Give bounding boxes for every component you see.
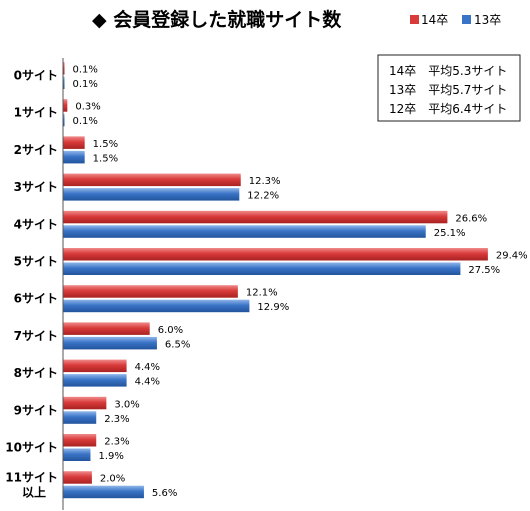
legend-swatch-13 [462,15,471,24]
bar-13-10 [63,448,91,461]
bar-13-3 [63,188,240,201]
value-label-14-9: 3.0% [114,399,139,410]
value-label-13-6: 12.9% [257,302,289,313]
average-note-line-3: 12卒 平均6.4サイト [389,102,507,116]
bar-13-6 [63,299,250,313]
bar-14-8 [63,359,127,373]
category-label-3: 3サイト [14,180,58,194]
value-label-14-0: 0.1% [73,65,98,76]
category-label-1: 1サイト [14,106,58,120]
value-label-13-0: 0.1% [73,79,98,90]
value-label-13-8: 4.4% [135,377,160,388]
value-label-13-7: 6.5% [165,339,190,350]
bar-13-5 [63,262,461,275]
bar-13-0 [63,76,65,89]
value-label-13-9: 2.3% [104,414,129,425]
bars: 0.1% 0.1% 0.3% 0.1% 1.5% 1.5% 12.3% 12.2% 26.6% 2… [63,62,528,499]
value-label-14-5: 29.4% [496,251,528,262]
value-label-14-7: 6.0% [158,325,183,336]
category-label-8: 8サイト [14,366,58,380]
value-label-13-3: 12.2% [247,191,279,202]
value-label-13-11: 5.6% [152,488,177,499]
average-note: 14卒 平均5.3サイト 13卒 平均5.7サイト 12卒 平均6.4サイト [377,54,521,122]
category-labels: 0サイト 1サイト 2サイト 3サイト 4サイト 5サイト 6サイト 7サイト 8サイト 9サイト… [5,69,58,500]
value-label-13-4: 25.1% [434,228,466,239]
bar-14-10 [63,434,97,447]
bar-13-2 [63,150,85,164]
category-label-5: 5サイト [14,255,58,269]
category-label-4: 4サイト [14,217,58,231]
value-label-13-5: 27.5% [468,265,500,276]
average-note-box [377,54,521,122]
category-label-0: 0サイト [14,69,58,83]
bar-14-1 [63,99,68,112]
bar-13-1 [63,113,65,127]
value-label-14-1: 0.3% [75,102,100,113]
value-label-14-6: 12.1% [246,288,278,299]
bar-14-11 [63,471,92,484]
legend-swatch-14 [410,15,419,24]
category-label-7: 7サイト [14,329,58,343]
bar-13-8 [63,374,127,387]
value-label-14-10: 2.3% [104,437,129,448]
category-label-10: 10サイト [5,441,58,455]
bar-14-7 [63,322,150,335]
category-label-9: 9サイト [14,403,58,417]
bar-14-4 [63,210,448,224]
value-label-14-8: 4.4% [135,362,160,373]
value-label-14-4: 26.6% [455,213,487,224]
bar-14-0 [63,62,65,75]
value-label-14-2: 1.5% [93,139,118,150]
bar-14-2 [63,136,85,149]
bar-14-3 [63,173,241,187]
bar-13-9 [63,411,97,424]
bar-14-6 [63,285,238,298]
value-label-13-10: 1.9% [98,451,123,462]
chart-title: ◆ 会員登録した就職サイト数 [92,8,342,31]
average-note-line-2: 13卒 平均5.7サイト [389,83,507,97]
average-note-line-1: 14卒 平均5.3サイト [389,64,507,78]
value-label-13-1: 0.1% [73,116,98,127]
bar-13-11 [63,485,144,499]
bar-14-9 [63,396,107,410]
bar-13-4 [63,225,426,238]
value-label-13-2: 1.5% [93,153,118,164]
bar-14-5 [63,248,488,261]
value-label-14-3: 12.3% [249,176,281,187]
value-label-14-11: 2.0% [100,474,125,485]
bar-13-7 [63,336,157,350]
category-label-11: 11サイト以上 [5,471,58,500]
legend: 14卒 13卒 [410,13,501,27]
legend-label-14: 14卒 [421,13,448,27]
category-label-2: 2サイト [14,143,58,157]
legend-label-13: 13卒 [474,13,501,27]
category-label-6: 6サイト [14,292,58,306]
